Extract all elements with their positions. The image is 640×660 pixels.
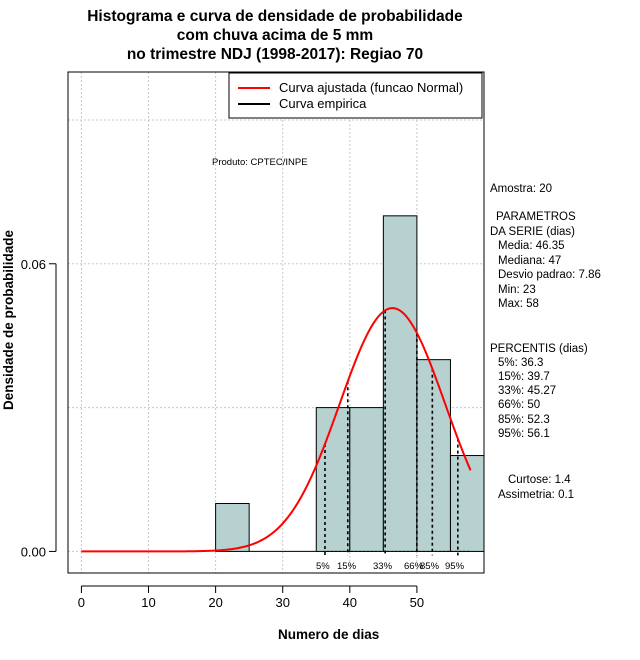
histogram-bar <box>215 502 250 552</box>
chart-title-line-2: com chuva acima de 5 mm <box>176 27 374 44</box>
chart-title-line-3: no trimestre NDJ (1998-2017): Regiao 70 <box>126 46 424 63</box>
legend-empirical-label: Curva empirica <box>279 96 367 111</box>
percentile-label: 5% <box>316 561 330 572</box>
y-tick-label: 0.06 <box>21 257 46 272</box>
product-annotation: Produto: CPTEC/INPE <box>212 157 308 168</box>
percentile-label: 15% <box>337 561 357 572</box>
percentile-label: 85% <box>420 561 440 572</box>
density-curves <box>81 307 472 553</box>
stat-min: Min: 23 <box>498 284 536 296</box>
legend: Curva ajustada (funcao Normal) Curva emp… <box>228 72 483 119</box>
stat-curtose: Curtose: 1.4 <box>508 474 571 486</box>
histogram-bar <box>315 407 351 552</box>
histogram-bar <box>382 215 418 552</box>
stat-p95: 95%: 56.1 <box>498 428 550 440</box>
percentile-label: 33% <box>373 561 393 572</box>
x-tick-label: 10 <box>141 595 155 610</box>
stat-mediana: Mediana: 47 <box>498 255 562 267</box>
stat-percentis-title: PERCENTIS (dias) <box>490 343 588 355</box>
histogram-bar <box>349 407 384 552</box>
stat-p15: 15%: 39.7 <box>498 371 550 383</box>
histogram-bars <box>215 215 485 552</box>
x-tick-label: 20 <box>208 595 222 610</box>
axes: 0 10 20 30 40 50 0.00 0.06 <box>21 257 424 610</box>
plot-frame <box>67 71 485 574</box>
chart-title-line-1: Histograma e curva de densidade de proba… <box>87 8 463 25</box>
y-tick-label: 0.00 <box>21 544 46 559</box>
stat-parametros-title-2: DA SERIE (dias) <box>490 226 575 238</box>
fitted-normal-curve <box>81 307 472 553</box>
stat-desvio: Desvio padrao: 7.86 <box>498 269 601 281</box>
stat-p33: 33%: 45.27 <box>498 385 557 397</box>
percentile-lines: 5% 15% 33% 66%85% 95% <box>316 310 471 572</box>
stat-p85: 85%: 52.3 <box>498 414 550 426</box>
x-tick-label: 30 <box>275 595 289 610</box>
stat-media: Media: 46.35 <box>498 240 565 252</box>
x-axis-label: Numero de dias <box>278 627 379 642</box>
stat-p66: 66%: 50 <box>498 399 541 411</box>
percentile-label: 66% <box>404 561 424 572</box>
stat-parametros-title-1: PARAMETROS <box>496 211 576 223</box>
x-tick-label: 40 <box>343 595 357 610</box>
histogram-bar <box>416 359 451 552</box>
percentile-label: 95% <box>445 561 465 572</box>
stat-max: Max: 58 <box>498 298 539 310</box>
stat-assimetria: Assimetria: 0.1 <box>498 489 575 501</box>
legend-box <box>228 72 483 119</box>
stat-amostra: Amostra: 20 <box>490 183 552 195</box>
legend-fitted-label: Curva ajustada (funcao Normal) <box>279 80 463 95</box>
x-tick-label: 50 <box>410 595 424 610</box>
y-axis-label: Densidade de probabilidade <box>1 229 16 410</box>
x-tick-label: 0 <box>78 595 85 610</box>
stat-p5: 5%: 36.3 <box>498 357 544 369</box>
histogram-bar <box>449 455 485 552</box>
